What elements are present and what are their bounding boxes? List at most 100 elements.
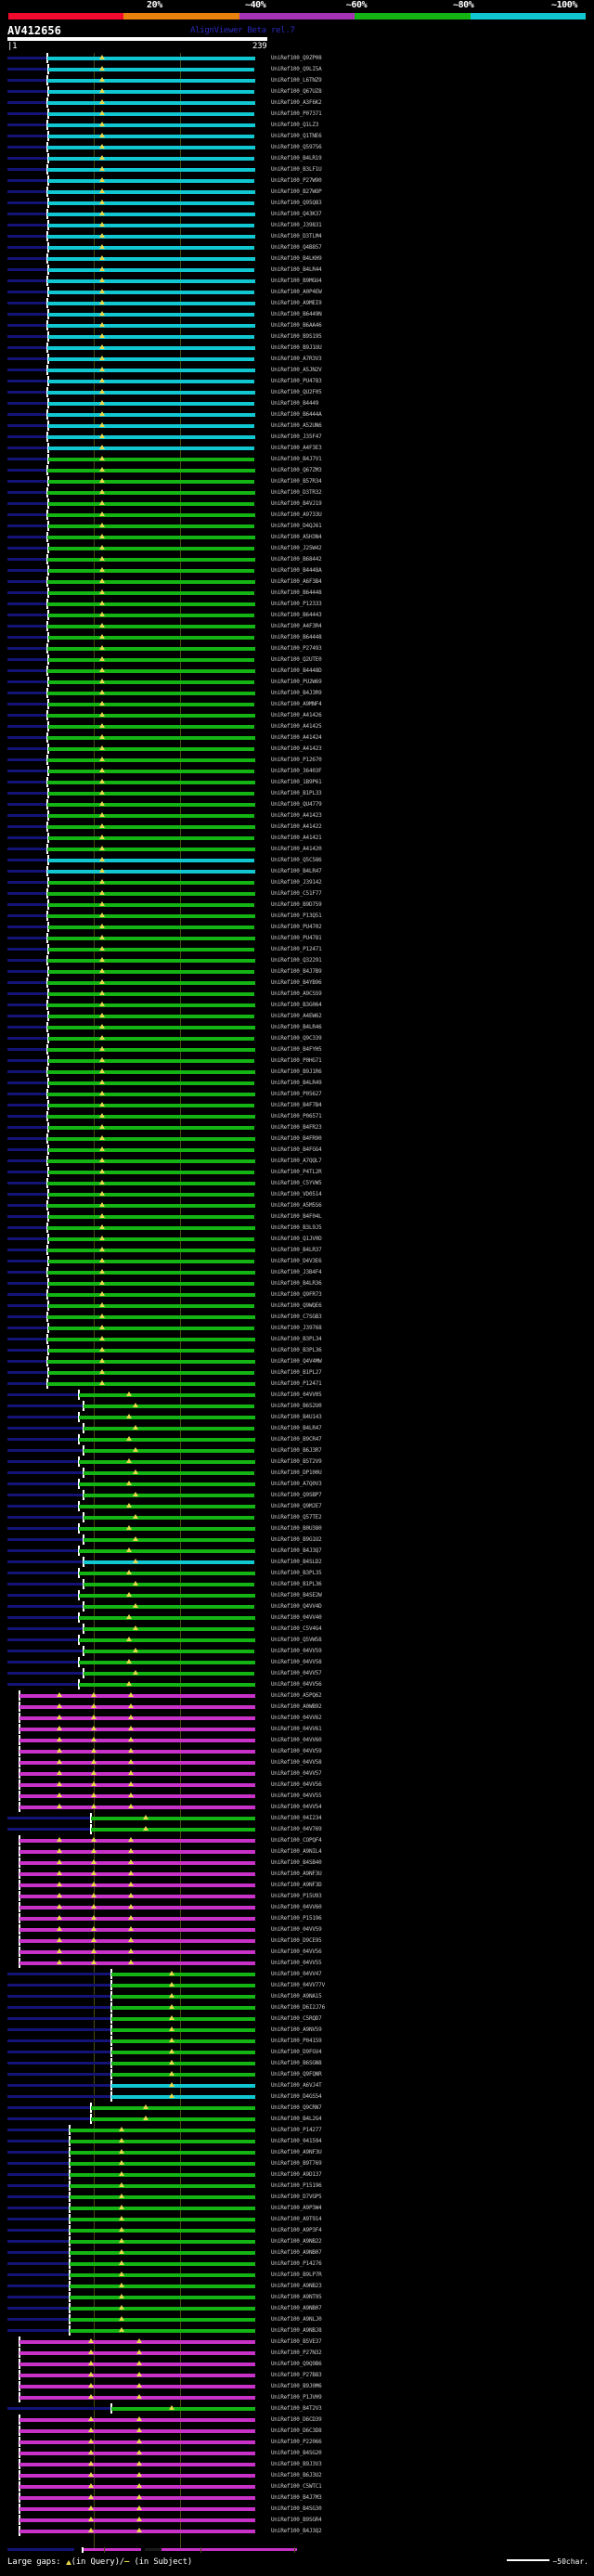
alignment-row[interactable]: UniRef100_B4LR47 [0, 866, 594, 877]
hsp-bar[interactable] [47, 135, 254, 138]
alignment-row[interactable]: UniRef100_B6AA46 [0, 320, 594, 331]
sequence-id-label[interactable]: UniRef100_A5M5S6 [271, 1202, 322, 1209]
sequence-id-label[interactable]: UniRef100_A41425 [271, 723, 322, 730]
hsp-bar[interactable] [19, 1939, 255, 1943]
sequence-id-label[interactable]: UniRef100_04VV56 [271, 1681, 322, 1688]
alignment-row[interactable]: UniRef100_04VV05 [0, 1390, 594, 1401]
alignment-row[interactable]: UniRef100_B4SG30 [0, 2504, 594, 2515]
sequence-id-label[interactable]: UniRef100_36403F [271, 768, 322, 774]
alignment-row[interactable]: UniRef100_B4J7M3 [0, 2492, 594, 2504]
hsp-bar[interactable] [46, 391, 255, 395]
alignment-row[interactable]: UniRef100_A9D137 [0, 2169, 594, 2181]
alignment-row[interactable]: UniRef100_Q4VV4D [0, 1601, 594, 1612]
alignment-row[interactable]: UniRef100_B1PL33 [0, 788, 594, 799]
sequence-id-label[interactable]: UniRef100_A0P4EW [271, 289, 322, 295]
alignment-row[interactable]: UniRef100_A41424 [0, 732, 594, 744]
sequence-id-label[interactable]: UniRef100_B3L9J5 [271, 1224, 322, 1231]
sequence-id-label[interactable]: UniRef100_B4J7B9 [271, 968, 322, 975]
hsp-bar[interactable] [19, 1806, 255, 1809]
alignment-row[interactable]: UniRef100_B4SE2W [0, 1590, 594, 1601]
alignment-row[interactable]: UniRef100_A9NLJ0 [0, 2314, 594, 2325]
sequence-id-label[interactable]: UniRef100_COPQF4 [271, 1837, 322, 1844]
hsp-bar[interactable] [46, 146, 255, 149]
alignment-row[interactable]: UniRef100_B4LR46 [0, 1022, 594, 1033]
alignment-row[interactable]: UniRef100_D9FGV4 [0, 2047, 594, 2058]
alignment-row[interactable]: UniRef100_P12333 [0, 599, 594, 610]
alignment-row[interactable]: UniRef100_Q67UZ8 [0, 86, 594, 97]
sequence-id-label[interactable]: UniRef100_04VV57 [271, 1670, 322, 1676]
alignment-row[interactable]: UniRef100_04VV55 [0, 1958, 594, 1969]
alignment-row[interactable]: UniRef100_B6444A [0, 409, 594, 421]
sequence-id-label[interactable]: UniRef100_B4448A [271, 567, 322, 574]
sequence-id-label[interactable]: UniRef100_B4F7B4 [271, 1102, 322, 1108]
sequence-id-label[interactable]: UniRef100_P14276 [271, 2260, 322, 2267]
alignment-row[interactable]: UniRef100_04VV56 [0, 1679, 594, 1690]
hsp-bar[interactable] [84, 1449, 254, 1453]
alignment-row[interactable]: UniRef100_D7VGP5 [0, 2192, 594, 2203]
alignment-row[interactable]: UniRef100_A9NF3U [0, 1869, 594, 1880]
hsp-bar[interactable] [84, 1583, 254, 1586]
hsp-bar[interactable] [19, 1705, 255, 1709]
hsp-bar[interactable] [70, 2307, 255, 2311]
alignment-row[interactable]: UniRef100_04VV77V [0, 1980, 594, 1991]
sequence-id-label[interactable]: UniRef100_P4TL2R [271, 1169, 322, 1175]
sequence-id-label[interactable]: UniRef100_A41422 [271, 823, 322, 830]
alignment-row[interactable]: UniRef100_QU2F05 [0, 387, 594, 398]
alignment-row[interactable]: UniRef100_A6VJ4T [0, 2080, 594, 2091]
sequence-id-label[interactable]: UniRef100_A5PQ62 [271, 1692, 322, 1699]
sequence-id-label[interactable]: UniRef100_A9NB07 [271, 2305, 322, 2311]
hsp-bar[interactable] [70, 2229, 255, 2233]
hsp-bar[interactable] [47, 68, 254, 71]
alignment-row[interactable]: UniRef100_B27WOP [0, 187, 594, 198]
alignment-row[interactable]: UniRef100_A0WB92 [0, 1702, 594, 1713]
hsp-bar[interactable] [47, 1126, 254, 1130]
sequence-id-label[interactable]: UniRef100_B4LR19 [271, 155, 322, 162]
sequence-id-label[interactable]: UniRef100_D4QJ61 [271, 523, 322, 529]
alignment-row[interactable]: UniRef100_041594 [0, 2136, 594, 2147]
hsp-bar[interactable] [19, 1772, 255, 1776]
hsp-bar[interactable] [47, 569, 254, 573]
sequence-id-label[interactable]: UniRef100_A9NV59 [271, 2026, 322, 2033]
alignment-row[interactable]: UniRef100_04VV59 [0, 1746, 594, 1757]
hsp-bar[interactable] [70, 2140, 255, 2143]
alignment-row[interactable]: UniRef100_Q4B857 [0, 242, 594, 253]
sequence-id-label[interactable]: UniRef100_B4FYH5 [271, 1046, 322, 1053]
sequence-id-label[interactable]: UniRef100_P06571 [271, 1113, 322, 1120]
sequence-id-label[interactable]: UniRef100_04VV58 [271, 1759, 322, 1766]
hsp-bar[interactable] [46, 513, 255, 517]
alignment-row[interactable]: UniRef100_B4448D [0, 666, 594, 677]
alignment-row[interactable]: UniRef100_A41423 [0, 744, 594, 755]
hsp-bar[interactable] [84, 1560, 254, 1564]
hsp-bar[interactable] [111, 2407, 255, 2411]
hsp-bar[interactable] [47, 1193, 254, 1197]
alignment-row[interactable]: UniRef100_B4T2V3 [0, 2403, 594, 2414]
hsp-bar[interactable] [78, 1616, 255, 1620]
sequence-id-label[interactable]: UniRef100_04I234 [271, 1815, 322, 1821]
alignment-row[interactable]: UniRef100_B4SLD2 [0, 1557, 594, 1568]
hsp-bar[interactable] [78, 1549, 255, 1553]
sequence-id-label[interactable]: UniRef100_B6SGN8 [271, 2060, 322, 2066]
sequence-id-label[interactable]: UniRef100_B4LR37 [271, 1247, 322, 1253]
hsp-bar[interactable] [47, 335, 254, 339]
sequence-id-label[interactable]: UniRef100_Q1LZ3 [271, 122, 319, 128]
sequence-id-label[interactable]: UniRef100_B4SG30 [271, 2505, 322, 2512]
hsp-bar[interactable] [47, 1171, 254, 1174]
hsp-bar[interactable] [47, 1349, 254, 1353]
hsp-bar[interactable] [46, 959, 255, 963]
alignment-row[interactable]: UniRef100_04VV40 [0, 1612, 594, 1624]
hsp-bar[interactable] [78, 1527, 255, 1531]
hsp-bar[interactable] [46, 1360, 255, 1364]
alignment-row[interactable]: UniRef100_B9LP7R [0, 2270, 594, 2281]
hsp-bar[interactable] [90, 1828, 255, 1832]
sequence-id-label[interactable]: UniRef100_Q9ZP08 [271, 55, 322, 61]
hsp-bar[interactable] [46, 346, 255, 350]
alignment-row[interactable]: UniRef100_B4FGG4 [0, 1145, 594, 1156]
alignment-row[interactable]: UniRef100_A7R3V3 [0, 354, 594, 365]
alignment-row[interactable]: UniRef100_B4F7B4 [0, 1100, 594, 1111]
sequence-id-label[interactable]: UniRef100_B9D759 [271, 901, 322, 908]
alignment-row[interactable]: UniRef100_Q9CRN7 [0, 2103, 594, 2114]
sequence-id-label[interactable]: UniRef100_A7QQL7 [271, 1158, 322, 1164]
alignment-row[interactable]: UniRef100_D4V3E6 [0, 1256, 594, 1267]
alignment-row[interactable]: UniRef100_B3L9J5 [0, 1223, 594, 1234]
alignment-row[interactable]: UniRef100_B5T2V9 [0, 1456, 594, 1468]
